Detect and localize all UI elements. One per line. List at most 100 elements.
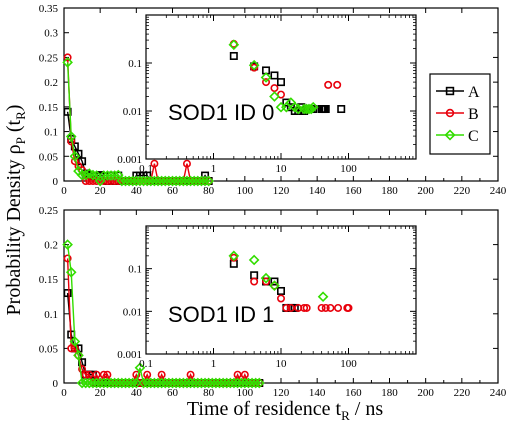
- x-tick-label: 100: [237, 387, 254, 399]
- marker-C: [112, 169, 124, 181]
- marker-C: [152, 377, 164, 389]
- marker-C: [444, 129, 456, 141]
- marker-B: [334, 303, 343, 312]
- marker-C: [250, 377, 262, 389]
- marker-C: [73, 349, 84, 361]
- x-tick-label: 120: [273, 185, 290, 197]
- marker-B: [63, 53, 72, 62]
- inset-y-tick-label: 0.1: [128, 264, 142, 276]
- y-tick-label: 0.2: [44, 77, 58, 89]
- inset-series-C: [228, 39, 319, 115]
- x-tick-label: 140: [309, 387, 326, 399]
- y-axis-title: Probability Density ρP (tR): [3, 105, 28, 316]
- marker-C: [116, 377, 128, 389]
- marker-C: [83, 377, 95, 389]
- marker-B: [107, 177, 116, 186]
- marker-C: [196, 377, 207, 389]
- x-tick-label: 160: [345, 185, 362, 197]
- marker-A: [229, 51, 238, 60]
- marker-C: [303, 103, 315, 115]
- marker-B: [317, 303, 326, 312]
- x-tick-label: 220: [454, 185, 471, 197]
- legend: ABC: [429, 73, 491, 155]
- marker-C: [163, 175, 175, 187]
- marker-B: [182, 159, 191, 168]
- marker-A: [445, 86, 455, 96]
- inset-x-tick-label: 1: [211, 163, 217, 175]
- marker-B: [276, 294, 285, 303]
- marker-C: [91, 377, 102, 389]
- marker-C: [228, 39, 240, 51]
- inset-y-tick-label: 0.01: [123, 306, 142, 318]
- marker-C: [156, 175, 167, 187]
- inset-y-tick-label: 0.001: [117, 349, 142, 361]
- y-tick-label: 0.25: [39, 205, 59, 217]
- inset-top: 0.1 1 10 100 0.001 0.01 0.1 SOD1 ID 0: [117, 14, 417, 175]
- marker-C: [116, 175, 128, 187]
- marker-C: [145, 377, 157, 389]
- marker-C: [232, 377, 243, 389]
- inset-frame: [145, 225, 417, 355]
- legend-label-B: B: [468, 106, 479, 123]
- marker-C: [214, 377, 225, 389]
- marker-C: [120, 377, 131, 389]
- marker-C: [149, 377, 160, 389]
- marker-C: [260, 72, 272, 83]
- series-line-C: [66, 62, 209, 183]
- marker-C: [98, 377, 110, 389]
- inset-x-tick-label: 10: [276, 358, 288, 370]
- marker-A: [63, 107, 72, 116]
- marker-B: [300, 303, 309, 312]
- marker-C: [62, 239, 73, 250]
- marker-C: [109, 377, 120, 389]
- marker-C: [228, 250, 240, 262]
- x-axis-title: Time of residence tR / ns: [187, 398, 383, 423]
- marker-C: [134, 362, 146, 374]
- marker-C: [246, 377, 258, 389]
- marker-C: [253, 377, 265, 389]
- marker-A: [290, 303, 299, 312]
- marker-B: [326, 303, 335, 312]
- marker-A: [282, 98, 291, 107]
- x-tick-label: 180: [381, 387, 398, 399]
- marker-B: [282, 303, 291, 312]
- marker-C: [181, 377, 193, 389]
- marker-C: [87, 169, 99, 181]
- y-tick-label: 0: [53, 378, 59, 390]
- marker-C: [131, 377, 142, 389]
- y-tick-label: 0.1: [44, 127, 58, 139]
- marker-B: [63, 254, 72, 263]
- marker-C: [138, 175, 149, 187]
- marker-C: [192, 377, 204, 389]
- marker-C: [217, 377, 229, 389]
- x-tick-label: 20: [95, 387, 107, 399]
- marker-C: [152, 175, 164, 187]
- y-tick-label: 0.1: [44, 309, 58, 321]
- marker-C: [239, 377, 251, 389]
- marker-A: [78, 157, 87, 166]
- marker-C: [167, 175, 178, 187]
- y-tick-label: 0.05: [39, 151, 59, 163]
- x-tick-label: 240: [490, 185, 507, 197]
- x-tick-label: 140: [309, 185, 326, 197]
- x-tick-label: 120: [273, 387, 290, 399]
- y-tick-label: 0.35: [39, 3, 59, 15]
- marker-C: [243, 377, 254, 389]
- marker-C: [127, 175, 139, 187]
- x-tick-label: 40: [131, 387, 143, 399]
- marker-C: [317, 291, 329, 303]
- marker-B: [150, 159, 159, 168]
- marker-B: [302, 303, 311, 312]
- marker-C: [141, 175, 153, 187]
- legend-box: [429, 73, 491, 155]
- panel-bottom: 0 20 40 60 80 100 120 140 160 180 200 220 240 0 0.05 0.…: [39, 205, 507, 399]
- inset-bottom: 0.1 1 10 100 0.001 0.01 0.1 SOD1 ID 1: [117, 225, 417, 370]
- marker-A: [321, 105, 330, 114]
- inset-x-tick-label: 0.1: [139, 163, 153, 175]
- marker-C: [76, 377, 88, 389]
- marker-C: [203, 377, 214, 389]
- marker-B: [344, 303, 353, 312]
- marker-C: [159, 377, 171, 389]
- marker-C: [192, 175, 204, 187]
